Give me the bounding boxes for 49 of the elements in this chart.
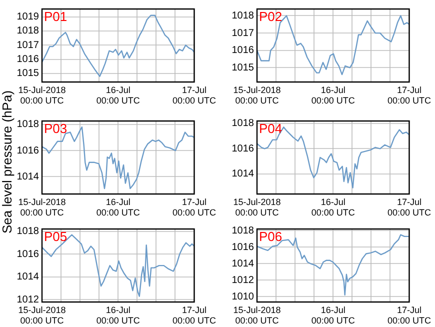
y-tick-label: 1012: [232, 274, 254, 286]
y-tick-label: 1016: [16, 54, 40, 66]
y-axis-title: Sea level pressure (hPa): [0, 90, 14, 234]
y-tick-label: 1016: [16, 145, 40, 156]
chart-title: P03: [44, 121, 68, 136]
y-tick-label: 1010: [232, 291, 254, 302]
y-tick-label: 1016: [16, 248, 40, 260]
x-tick-label: 17-Jul 00:00 UTC: [172, 196, 216, 218]
y-tick-label: 1018: [232, 225, 254, 236]
y-tick-label: 1018: [16, 226, 40, 238]
x-tick-label: 16-Jul 00:00 UTC: [96, 84, 140, 106]
x-tick-label: 16-Jul 00:00 UTC: [311, 196, 356, 218]
y-tick-label: 1012: [16, 294, 40, 306]
chart-title: P02: [259, 9, 282, 24]
x-tick-label: 16-Jul 00:00 UTC: [311, 84, 356, 106]
y-tick-label: 1015: [16, 68, 40, 80]
y-tick-label: 1014: [16, 171, 40, 182]
y-tick-label: 1014: [232, 258, 254, 270]
x-tick-label: 15-Jul-2018 00:00 UTC: [233, 196, 281, 218]
y-tick-label: 1016: [232, 242, 254, 253]
y-tick-label: 1014: [232, 168, 254, 180]
chart-title: P05: [44, 229, 68, 244]
y-tick-label: 1018: [232, 118, 254, 130]
y-tick-label: 1018: [16, 119, 40, 130]
chart-title: P01: [44, 9, 68, 24]
x-tick-label: 17-Jul 00:00 UTC: [172, 304, 216, 326]
x-tick-label: 17-Jul 00:00 UTC: [387, 84, 432, 106]
y-tick-label: 1018: [16, 26, 40, 37]
x-tick-label: 17-Jul 00:00 UTC: [172, 84, 216, 106]
y-tick-label: 1015: [232, 62, 254, 74]
x-tick-label: 15-Jul-2018 00:00 UTC: [233, 84, 281, 106]
y-tick-label: 1018: [232, 10, 254, 22]
y-tick-label: 1019: [16, 12, 40, 23]
y-tick-label: 1017: [232, 28, 254, 39]
x-tick-label: 15-Jul-2018 00:00 UTC: [18, 196, 66, 218]
y-tick-label: 1014: [16, 272, 40, 283]
x-tick-label: 15-Jul-2018 00:00 UTC: [18, 304, 66, 326]
x-tick-label: 15-Jul-2018 00:00 UTC: [233, 304, 281, 326]
x-tick-label: 17-Jul 00:00 UTC: [387, 304, 432, 326]
chart-title: P06: [259, 229, 282, 244]
y-tick-label: 1016: [232, 45, 254, 56]
x-tick-label: 17-Jul 00:00 UTC: [387, 196, 432, 218]
x-tick-label: 16-Jul 00:00 UTC: [96, 196, 140, 218]
y-tick-label: 1016: [232, 143, 254, 154]
x-tick-label: 16-Jul 00:00 UTC: [96, 304, 140, 326]
x-tick-label: 15-Jul-2018 00:00 UTC: [18, 84, 66, 106]
chart-title: P04: [259, 121, 282, 136]
y-tick-label: 1017: [16, 40, 40, 51]
x-tick-label: 16-Jul 00:00 UTC: [311, 304, 356, 326]
